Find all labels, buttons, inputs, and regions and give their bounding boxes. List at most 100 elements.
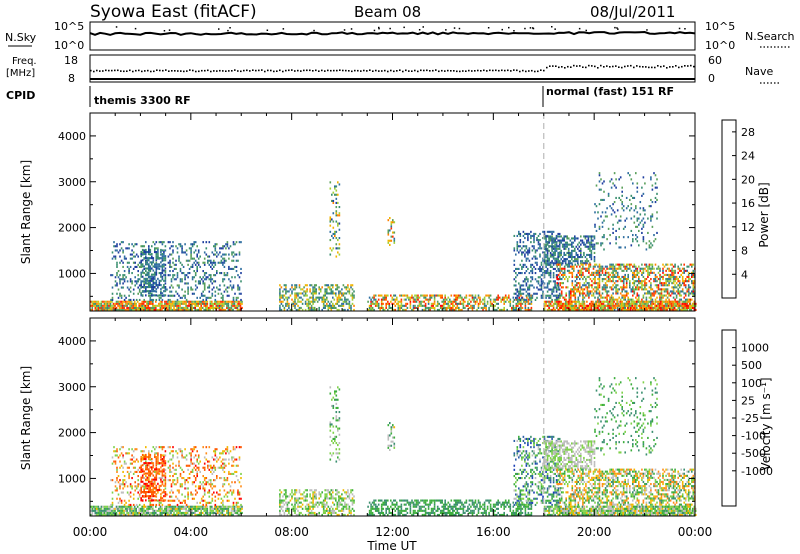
power-cell — [239, 300, 242, 303]
power-cell — [656, 286, 658, 289]
power-cell — [524, 232, 526, 235]
power-cell — [625, 269, 628, 272]
power-cell — [660, 304, 662, 307]
power-cell — [675, 286, 678, 289]
power-cell — [171, 308, 174, 311]
power-cell — [600, 244, 602, 247]
power-cell — [122, 251, 124, 254]
power-cell — [223, 284, 226, 287]
power-colorbar-tick-label: 28 — [741, 126, 755, 139]
power-cell — [374, 304, 377, 307]
power-cell — [575, 302, 578, 305]
power-cell — [641, 273, 643, 276]
power-cell — [613, 267, 616, 270]
power-cell — [573, 286, 575, 289]
power-cell — [545, 256, 547, 259]
nave-point — [474, 70, 476, 72]
power-cell — [377, 294, 380, 297]
power-cell — [412, 304, 415, 307]
power-cell — [545, 263, 547, 266]
power-cell — [222, 253, 224, 256]
power-cell — [632, 275, 634, 278]
power-cell — [619, 267, 622, 270]
power-cell — [539, 247, 541, 250]
power-cell — [140, 275, 142, 278]
power-cell — [154, 251, 156, 254]
power-cell — [522, 263, 525, 266]
power-cell — [654, 280, 657, 283]
power-cell — [624, 286, 626, 289]
power-cell — [666, 308, 668, 311]
power-cell — [495, 302, 498, 305]
power-cell — [549, 296, 552, 299]
power-cell — [149, 261, 152, 264]
power-cell — [536, 286, 538, 289]
power-cell — [530, 280, 532, 283]
power-cell — [96, 300, 98, 303]
power-cell — [131, 243, 133, 246]
power-cell — [338, 304, 340, 307]
power-cell — [208, 274, 211, 277]
power-cell — [234, 276, 236, 279]
nave-point — [234, 69, 236, 71]
power-cell — [205, 298, 208, 301]
nave-point — [210, 70, 212, 73]
velocity-cell — [108, 511, 110, 514]
power-cell — [539, 270, 541, 273]
power-cell — [524, 298, 526, 301]
power-cell — [518, 251, 520, 254]
power-cell — [687, 265, 690, 268]
power-cell — [599, 308, 602, 311]
power-cell — [623, 302, 626, 305]
power-cell — [681, 278, 684, 281]
power-cell — [530, 237, 532, 240]
power-cell — [129, 286, 132, 289]
power-cell — [176, 292, 179, 295]
power-cell — [240, 272, 242, 275]
power-cell — [563, 245, 565, 248]
power-cell — [531, 296, 534, 299]
power-cell — [406, 296, 409, 299]
power-cell — [219, 288, 221, 291]
power-cell — [500, 298, 502, 301]
power-cell — [551, 247, 553, 250]
power-cell — [120, 247, 123, 250]
power-cell — [651, 244, 654, 247]
power-cell — [559, 267, 561, 270]
power-cell — [554, 308, 556, 311]
power-cell — [669, 306, 671, 309]
power-cell — [222, 296, 224, 299]
power-cell — [411, 308, 413, 311]
power-cell — [549, 272, 552, 275]
power-cell — [130, 308, 133, 311]
power-cell — [145, 281, 147, 284]
power-cell — [415, 294, 418, 297]
power-cell — [576, 273, 578, 276]
velocity-cell — [117, 513, 119, 516]
power-cell — [681, 275, 684, 278]
nave-point — [117, 69, 119, 72]
power-cell — [567, 262, 570, 265]
nave-point — [243, 69, 245, 72]
power-cell — [514, 306, 516, 309]
power-cell — [548, 237, 550, 240]
power-cell — [682, 306, 685, 309]
nave-point — [540, 69, 542, 71]
power-cell — [531, 270, 534, 273]
power-cell — [521, 253, 523, 256]
power-cell — [621, 280, 623, 283]
power-cell — [332, 284, 334, 287]
power-cell — [214, 253, 217, 256]
power-cell — [607, 280, 610, 283]
power-cell — [137, 274, 139, 277]
power-cell — [515, 272, 517, 275]
power-cell — [141, 271, 144, 274]
power-cell — [453, 294, 456, 297]
power-cell — [497, 298, 499, 301]
power-cell — [222, 257, 224, 260]
power-cell — [642, 300, 644, 303]
power-cell — [289, 294, 292, 297]
power-cell — [152, 290, 155, 293]
nave-point — [291, 69, 293, 71]
power-cell — [130, 304, 133, 307]
